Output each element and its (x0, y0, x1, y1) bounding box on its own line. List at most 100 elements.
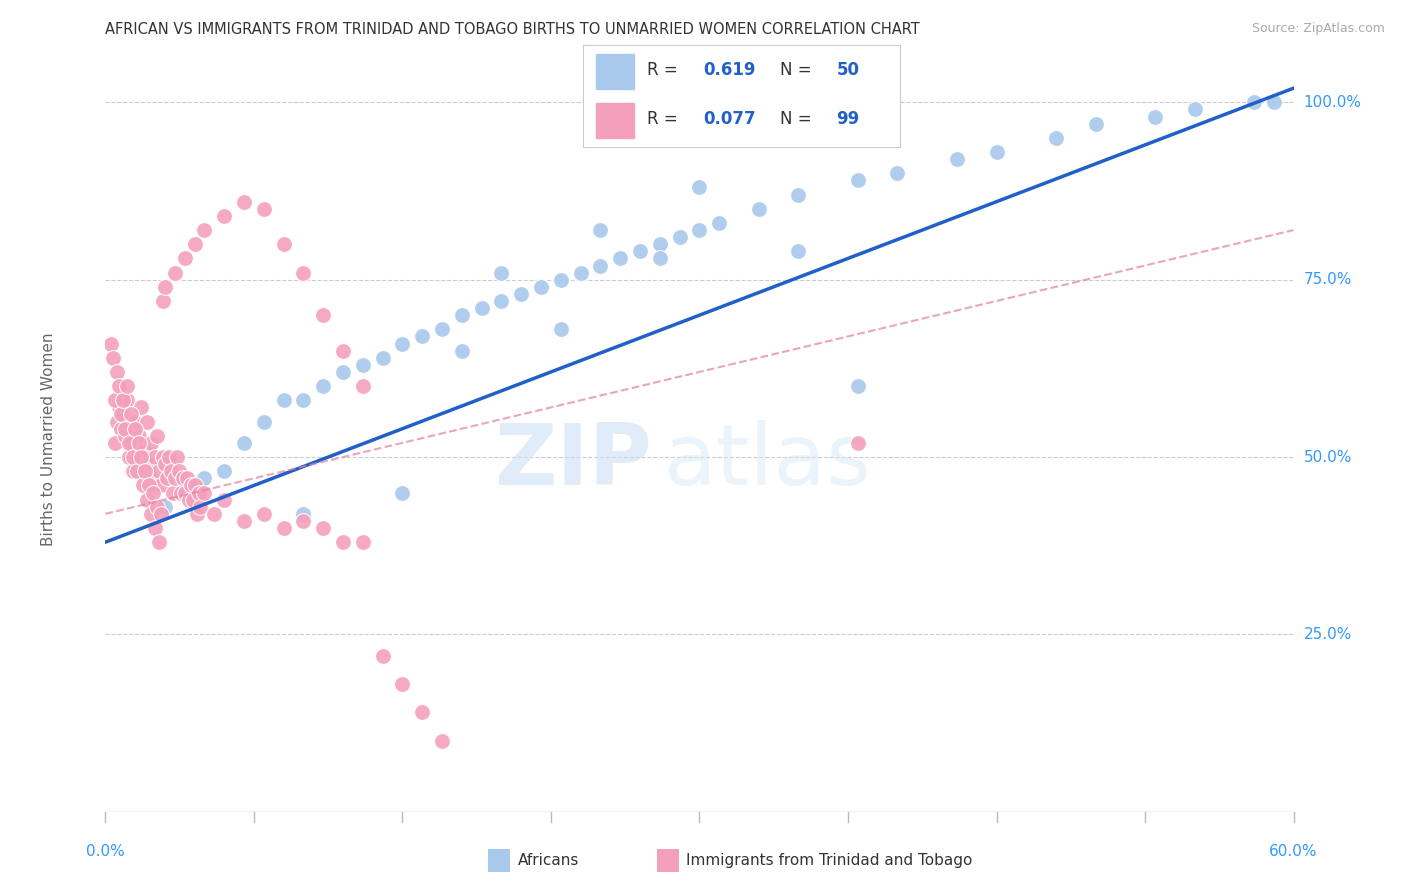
Point (159, 464, 181, 478)
Point (180, 478, 202, 492)
Point (371, 648, 394, 663)
Text: Source: ZipAtlas.com: Source: ZipAtlas.com (1251, 22, 1385, 36)
Point (114, 429, 136, 443)
Point (187, 485, 209, 500)
Point (167, 464, 190, 478)
Point (139, 507, 162, 521)
Point (273, 393, 295, 408)
Point (138, 478, 160, 492)
Text: 50.0%: 50.0% (1303, 450, 1351, 465)
Point (292, 266, 315, 280)
Point (139, 435, 162, 450)
Point (103, 351, 125, 365)
Point (371, 351, 394, 365)
Point (193, 471, 215, 485)
Point (157, 450, 180, 464)
Point (132, 464, 155, 478)
Text: R =: R = (647, 111, 683, 128)
Point (1263, 95, 1285, 110)
Point (183, 478, 205, 492)
Point (787, 244, 810, 259)
Point (352, 358, 374, 372)
Point (115, 393, 138, 408)
Point (122, 464, 145, 478)
Point (1084, 117, 1107, 131)
Text: 50: 50 (837, 62, 859, 79)
Point (176, 471, 198, 485)
Text: N =: N = (779, 111, 817, 128)
Point (173, 485, 195, 500)
Point (112, 408, 135, 422)
Point (105, 365, 128, 379)
Point (253, 415, 276, 429)
Point (143, 521, 166, 535)
Text: 0.0%: 0.0% (86, 844, 125, 859)
Point (173, 252, 195, 266)
Point (214, 209, 236, 223)
Text: 99: 99 (837, 111, 860, 128)
Point (292, 507, 315, 521)
Point (1045, 131, 1067, 145)
Point (186, 507, 208, 521)
Point (104, 393, 127, 408)
Point (148, 535, 170, 549)
Point (253, 202, 276, 216)
Point (132, 478, 155, 492)
Text: N =: N = (779, 62, 817, 79)
Point (136, 492, 159, 507)
Point (292, 393, 315, 408)
Point (1143, 110, 1166, 124)
Point (146, 500, 169, 514)
Point (134, 464, 156, 478)
Text: AFRICAN VS IMMIGRANTS FROM TRINIDAD AND TOBAGO BIRTHS TO UNMARRIED WOMEN CORRELA: AFRICAN VS IMMIGRANTS FROM TRINIDAD AND … (105, 22, 920, 37)
Point (100, 336, 122, 351)
Point (846, 435, 869, 450)
Point (115, 379, 138, 393)
Point (411, 329, 433, 343)
Point (108, 401, 131, 415)
Point (104, 435, 127, 450)
Point (668, 230, 690, 244)
Point (430, 322, 453, 336)
Point (138, 457, 160, 471)
Point (530, 280, 553, 294)
Point (491, 293, 513, 308)
Point (609, 252, 631, 266)
Point (1184, 103, 1206, 117)
Point (312, 308, 335, 322)
Point (273, 237, 295, 252)
Point (233, 194, 256, 209)
Point (122, 450, 145, 464)
Point (124, 422, 146, 436)
Point (589, 223, 612, 237)
Point (648, 237, 671, 252)
Text: 75.0%: 75.0% (1303, 272, 1351, 287)
Text: 0.077: 0.077 (704, 111, 756, 128)
Point (846, 173, 869, 187)
Point (391, 336, 413, 351)
Point (149, 478, 172, 492)
Point (628, 244, 651, 259)
Text: 25.0%: 25.0% (1303, 627, 1351, 642)
Point (118, 435, 141, 450)
Point (128, 435, 150, 450)
Text: ZIP: ZIP (495, 420, 652, 503)
Text: 60.0%: 60.0% (1270, 844, 1317, 859)
Point (127, 450, 149, 464)
Point (149, 507, 172, 521)
Point (214, 492, 236, 507)
Point (787, 187, 810, 202)
Point (886, 166, 908, 180)
Point (233, 514, 256, 528)
Point (152, 293, 174, 308)
Point (118, 450, 141, 464)
Point (709, 216, 731, 230)
Point (550, 273, 572, 287)
Point (292, 514, 315, 528)
Point (491, 266, 513, 280)
Point (163, 266, 186, 280)
Point (430, 733, 453, 747)
Point (550, 322, 572, 336)
Point (233, 435, 256, 450)
Text: atlas: atlas (664, 420, 872, 503)
